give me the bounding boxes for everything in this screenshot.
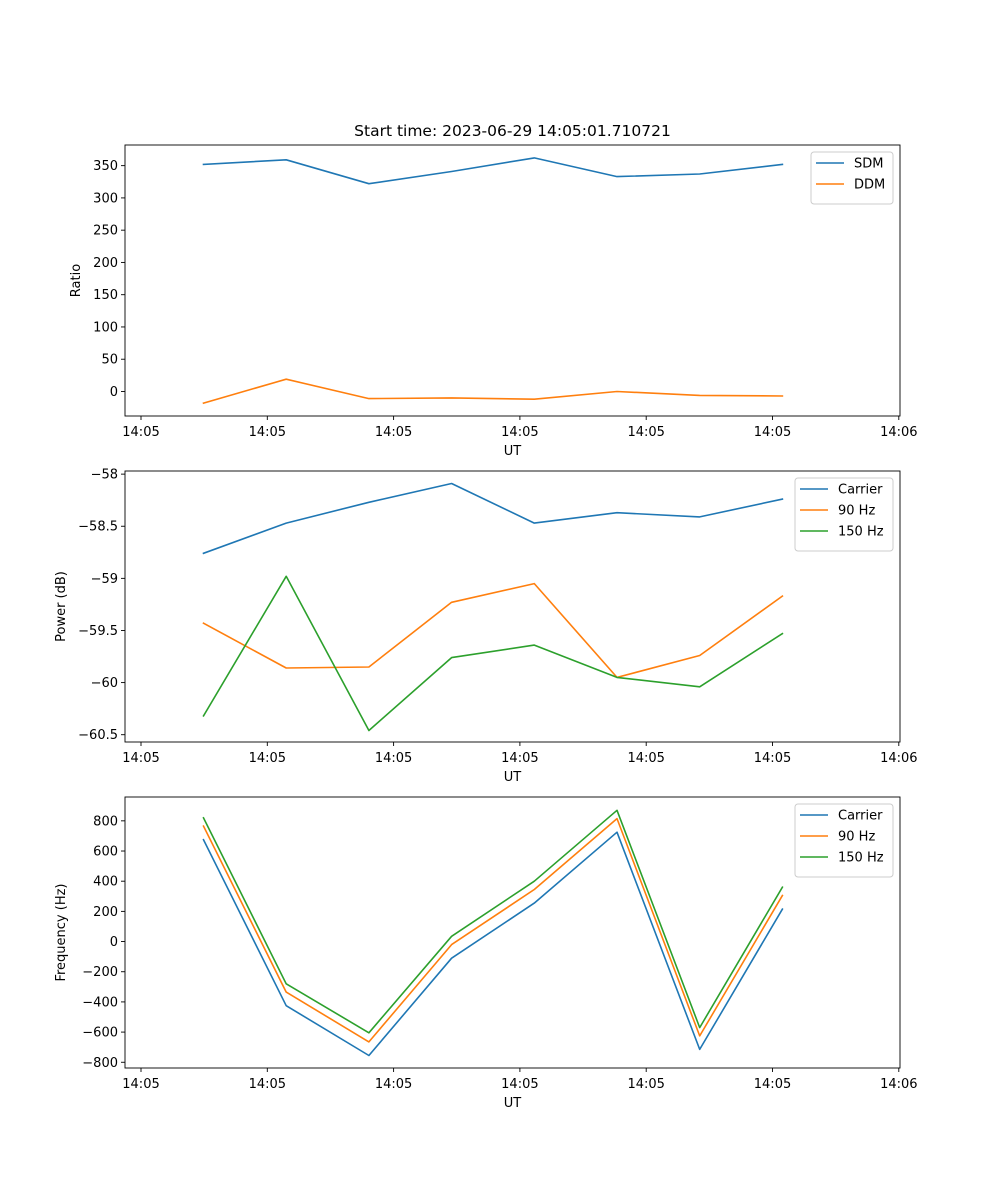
x-tick-label: 14:06 <box>880 751 917 766</box>
y-tick-label: −60.5 <box>78 728 118 743</box>
x-tick-label: 14:05 <box>501 751 538 766</box>
y-axis-label: Power (dB) <box>54 571 69 642</box>
y-tick-label: 150 <box>93 288 118 303</box>
y-tick-label: 0 <box>110 385 118 400</box>
legend-label: SDM <box>854 157 883 172</box>
x-tick-label: 14:05 <box>375 751 412 766</box>
x-tick-label: 14:05 <box>375 425 412 440</box>
x-tick-label: 14:05 <box>122 1077 159 1092</box>
legend-label: 150 Hz <box>838 851 884 866</box>
plot-area-frame <box>124 470 901 743</box>
y-tick-label: 200 <box>93 256 118 271</box>
y-tick-label: −600 <box>82 1026 118 1041</box>
series-line-150-hz <box>202 809 784 1034</box>
x-tick-label: 14:05 <box>249 751 286 766</box>
plot-area-frame <box>124 144 901 417</box>
chart-panel-2: −60.5 −60 −59.5 −59 −58.5 −58 14:05 14:05 14:05 1… <box>54 468 918 785</box>
legend-label: 90 Hz <box>838 504 875 519</box>
series-line-carrier <box>202 482 784 555</box>
x-axis-label: UT <box>504 1096 522 1111</box>
legend: Carrier 90 Hz 150 Hz <box>794 803 894 878</box>
series-line-90-hz <box>202 817 784 1043</box>
x-tick-label: 14:05 <box>627 1077 664 1092</box>
legend-label: 150 Hz <box>838 525 884 540</box>
series-line-150-hz <box>202 575 784 732</box>
x-tick-label: 14:05 <box>501 425 538 440</box>
y-tick-label: −59.5 <box>78 624 118 639</box>
legend-label: Carrier <box>838 809 883 824</box>
legend-box <box>794 477 894 552</box>
legend-box <box>794 803 894 878</box>
x-tick-label: 14:05 <box>122 425 159 440</box>
legend-label: Carrier <box>838 483 883 498</box>
chart-panel-3: −800 −600 −400 −200 0 200 400 600 800 14:05 14:05 1… <box>54 796 918 1111</box>
chart-panel-1: 0 50 100 150 200 250 300 350 14:05 14:05 14:05 14:0… <box>69 144 918 459</box>
x-tick-label: 14:05 <box>375 1077 412 1092</box>
legend: SDM DDM <box>810 151 894 205</box>
x-tick-label: 14:05 <box>754 425 791 440</box>
legend-label: 90 Hz <box>838 830 875 845</box>
y-axis-label: Ratio <box>69 264 84 297</box>
x-tick-label: 14:05 <box>249 425 286 440</box>
x-tick-label: 14:06 <box>880 425 917 440</box>
y-tick-label: 50 <box>101 353 118 368</box>
y-tick-label: 350 <box>93 159 118 174</box>
plot-area-frame <box>124 796 901 1069</box>
y-tick-label: 200 <box>93 905 118 920</box>
y-tick-label: −400 <box>82 995 118 1010</box>
series-line-ddm <box>202 378 784 405</box>
y-tick-label: −200 <box>82 965 118 980</box>
y-tick-label: 400 <box>93 875 118 890</box>
series-line-carrier <box>202 831 784 1057</box>
x-axis-label: UT <box>504 444 522 459</box>
x-tick-label: 14:05 <box>501 1077 538 1092</box>
x-axis-label: UT <box>504 770 522 785</box>
x-tick-label: 14:05 <box>627 751 664 766</box>
x-tick-label: 14:05 <box>249 1077 286 1092</box>
y-tick-label: 600 <box>93 845 118 860</box>
legend-label: DDM <box>854 178 885 193</box>
series-line-sdm <box>202 157 784 185</box>
x-tick-label: 14:05 <box>122 751 159 766</box>
y-tick-label: −58 <box>91 468 118 483</box>
x-tick-label: 14:06 <box>880 1077 917 1092</box>
y-tick-label: 100 <box>93 320 118 335</box>
legend: Carrier 90 Hz 150 Hz <box>794 477 894 552</box>
x-tick-label: 14:05 <box>627 425 664 440</box>
legend-box <box>810 151 894 205</box>
y-tick-label: −58.5 <box>78 520 118 535</box>
y-tick-label: 0 <box>110 935 118 950</box>
y-tick-label: −60 <box>91 676 118 691</box>
figure-title: Start time: 2023-06-29 14:05:01.710721 <box>354 122 671 140</box>
y-tick-label: −800 <box>82 1056 118 1071</box>
x-tick-label: 14:05 <box>754 751 791 766</box>
y-tick-label: −59 <box>91 572 118 587</box>
y-axis-label: Frequency (Hz) <box>54 883 69 981</box>
y-tick-label: 800 <box>93 814 118 829</box>
x-tick-label: 14:05 <box>754 1077 791 1092</box>
y-tick-label: 250 <box>93 224 118 239</box>
y-tick-label: 300 <box>93 191 118 206</box>
series-line-90-hz <box>202 582 784 679</box>
